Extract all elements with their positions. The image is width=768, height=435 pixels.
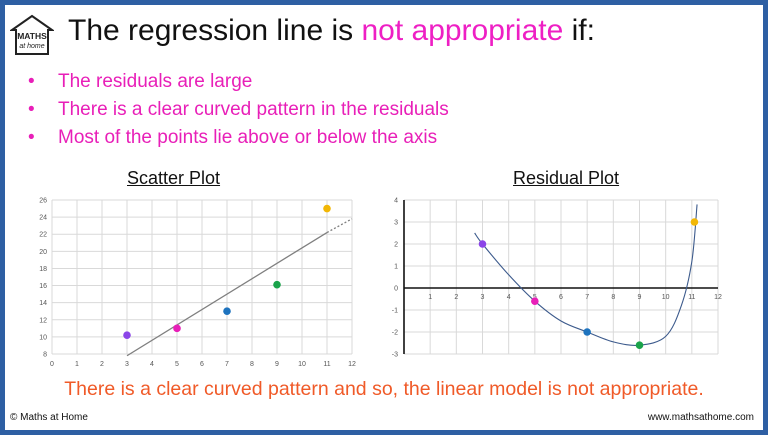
y-tick-label: 16 — [39, 283, 47, 290]
website-url: www.mathsathome.com — [647, 412, 754, 423]
x-tick-label: 4 — [150, 361, 154, 368]
list-item: • The residuals are large — [28, 71, 253, 92]
x-tick-label: 8 — [611, 294, 615, 301]
x-tick-label: 3 — [481, 294, 485, 301]
x-tick-label: 7 — [225, 361, 229, 368]
y-tick-label: 1 — [394, 264, 398, 271]
x-tick-label: 5 — [175, 361, 179, 368]
data-point — [173, 324, 181, 333]
x-tick-label: 8 — [250, 361, 254, 368]
svg-text:MATHS: MATHS — [17, 31, 47, 41]
y-tick-label: 22 — [39, 232, 47, 239]
x-tick-label: 1 — [428, 294, 432, 301]
data-point — [323, 204, 331, 213]
x-tick-label: 6 — [200, 361, 204, 368]
y-tick-label: 12 — [39, 317, 47, 324]
y-tick-label: 0 — [394, 286, 398, 293]
y-tick-label: 14 — [39, 300, 47, 307]
y-tick-label: -3 — [392, 352, 398, 359]
y-tick-label: 18 — [39, 266, 47, 273]
y-tick-label: 3 — [394, 220, 398, 227]
y-tick-label: 26 — [39, 198, 47, 205]
x-tick-label: 12 — [348, 361, 356, 368]
data-point — [690, 218, 699, 226]
y-tick-label: 20 — [39, 249, 47, 256]
x-tick-label: 9 — [275, 361, 279, 368]
x-tick-label: 2 — [454, 294, 458, 301]
x-tick-label: 11 — [323, 361, 330, 368]
data-point — [583, 328, 591, 336]
data-point — [478, 240, 487, 248]
x-tick-label: 0 — [50, 361, 54, 368]
x-tick-label: 11 — [688, 294, 695, 301]
x-tick-label: 1 — [75, 361, 79, 368]
x-tick-label: 3 — [125, 361, 129, 368]
data-point — [223, 307, 231, 316]
x-tick-label: 10 — [662, 294, 670, 301]
svg-text:at home: at home — [19, 43, 44, 50]
x-tick-label: 9 — [638, 294, 642, 301]
regression-line-extension — [326, 218, 353, 234]
x-tick-label: 4 — [507, 294, 511, 301]
data-point — [635, 341, 644, 349]
residual-plot-title: Residual Plot — [513, 168, 620, 188]
y-tick-label: 8 — [43, 352, 47, 359]
x-tick-label: 2 — [100, 361, 104, 368]
y-tick-label: 4 — [394, 198, 398, 205]
x-tick-label: 10 — [298, 361, 306, 368]
y-tick-label: 10 — [39, 334, 47, 341]
y-tick-label: -1 — [392, 308, 398, 315]
data-point — [531, 297, 539, 305]
x-tick-label: 6 — [559, 294, 563, 301]
copyright-text: © Maths at Home — [10, 412, 88, 423]
x-tick-label: 12 — [714, 294, 722, 301]
x-tick-label: 7 — [585, 294, 589, 301]
conclusion-text: There is a clear curved pattern and so, … — [64, 378, 704, 400]
y-tick-label: -2 — [392, 330, 398, 337]
list-item: • Most of the points lie above or below t… — [28, 127, 438, 148]
criteria-list: • The residuals are large • There is a cle… — [28, 68, 449, 152]
y-tick-label: 2 — [394, 242, 398, 249]
y-tick-label: 24 — [39, 215, 47, 222]
data-point — [273, 280, 281, 289]
maths-at-home-logo: MATHS at home — [10, 14, 54, 55]
scatter-plot-title: Scatter Plot — [127, 168, 221, 188]
residual-plot: -3-2-101234123456789101112 — [392, 198, 722, 359]
page-title: The regression line is not appropriate i… — [68, 14, 595, 47]
residual-trend-curve — [474, 204, 698, 346]
regression-line — [126, 231, 328, 357]
list-item: • There is a clear curved pattern in the … — [28, 99, 449, 120]
data-point — [123, 331, 131, 339]
